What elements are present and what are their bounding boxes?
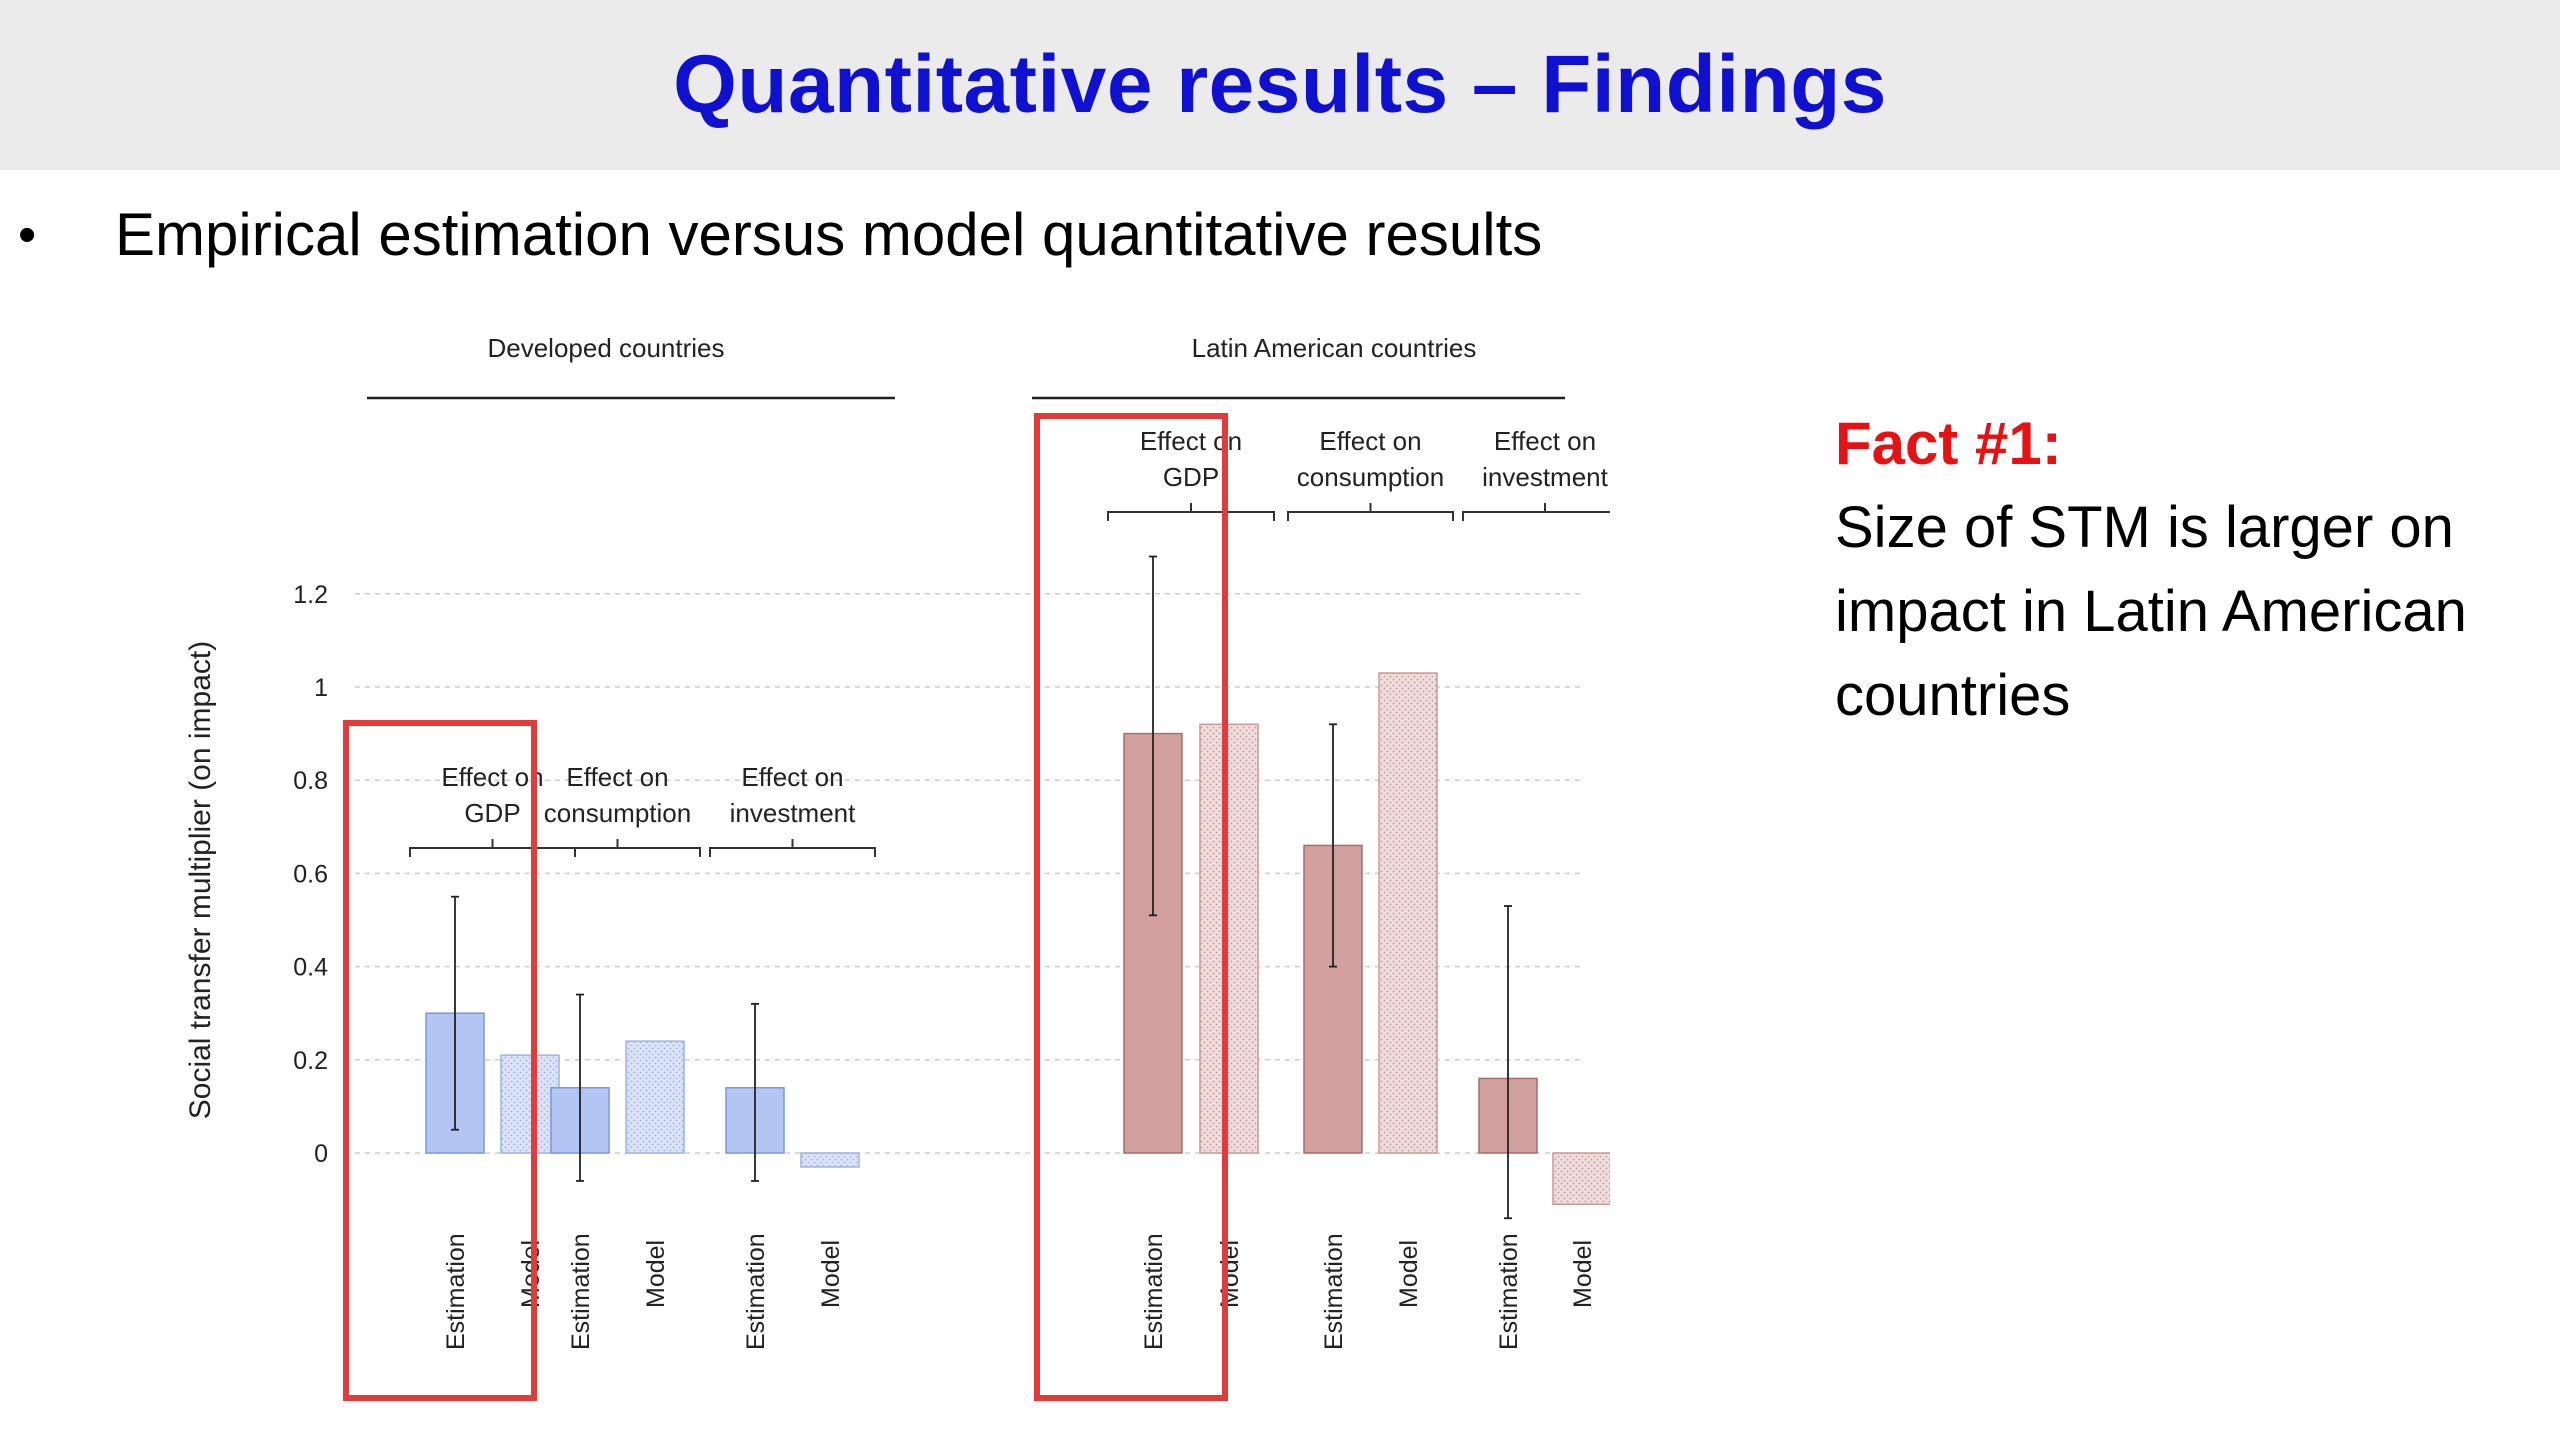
title-bar: Quantitative results – Findings <box>0 0 2560 170</box>
panel-bracket <box>534 839 701 857</box>
y-tick-label: 0.4 <box>293 954 328 982</box>
category-label-model: Model <box>642 1240 670 1308</box>
panel-label-line2: consumption <box>544 798 691 828</box>
panel-bracket <box>1107 503 1275 521</box>
category-label-estimation: Estimation <box>1495 1233 1523 1350</box>
y-tick-label: 0.8 <box>293 767 328 795</box>
panel-label-line1: Effect on <box>441 762 543 792</box>
multiplier-bar-chart: Social transfer multiplier (on impact) 0 0… <box>184 333 1610 1401</box>
y-tick-label: 1 <box>314 674 328 702</box>
y-axis: Social transfer multiplier (on impact) 0 0… <box>184 581 328 1168</box>
category-label-model: Model <box>1569 1240 1597 1308</box>
bullet-icon: • <box>18 205 37 264</box>
model-bar <box>1552 1152 1610 1206</box>
category-label-model: Model <box>1395 1240 1423 1308</box>
y-axis-label: Social transfer multiplier (on impact) <box>184 641 217 1120</box>
fact-callout: Fact #1: Size of STM is larger on impact… <box>1835 402 2535 738</box>
highlight-box <box>343 720 537 1401</box>
panel-label-line1: Effect on <box>1494 426 1596 456</box>
bullet-point: • Empirical estimation versus model quan… <box>18 200 1542 269</box>
category-label-estimation: Estimation <box>442 1233 470 1350</box>
panel-bracket <box>709 839 876 857</box>
model-bar <box>800 1152 860 1168</box>
category-label-estimation: Estimation <box>567 1233 595 1350</box>
panel-label-line1: Effect on <box>566 762 668 792</box>
panel-label-line2: investment <box>1482 462 1608 492</box>
category-label-estimation: Estimation <box>742 1233 770 1350</box>
model-bar <box>500 1054 560 1154</box>
panel-bracket <box>409 839 576 857</box>
panel-label-line2: GDP <box>1163 462 1219 492</box>
panel-label-line1: Effect on <box>741 762 843 792</box>
group-title: Developed countries <box>487 333 724 363</box>
highlight-boxes <box>343 413 1228 1401</box>
group-title: Latin American countries <box>1192 333 1477 363</box>
panel-bracket <box>1462 503 1610 521</box>
model-bar <box>1199 723 1259 1154</box>
bars <box>425 555 1610 1220</box>
panel-labels: Developed countries Effect on GDP Estimatio… <box>367 333 1610 1350</box>
panel-bracket <box>1287 503 1454 521</box>
y-tick-label: 0.6 <box>293 860 328 888</box>
panel-label-line1: Effect on <box>1319 426 1421 456</box>
category-label-estimation: Estimation <box>1140 1233 1168 1350</box>
panel-label-line2: consumption <box>1297 462 1444 492</box>
model-bar <box>625 1040 685 1154</box>
panel-label-line2: GDP <box>464 798 520 828</box>
category-label-estimation: Estimation <box>1320 1233 1348 1350</box>
category-label-model: Model <box>1216 1240 1244 1308</box>
fact-body: Size of STM is larger on impact in Latin… <box>1835 495 2467 728</box>
y-tick-label: 1.2 <box>293 581 328 609</box>
bullet-text: Empirical estimation versus model quanti… <box>115 201 1543 268</box>
highlight-box <box>1034 413 1228 1401</box>
category-label-model: Model <box>817 1240 845 1308</box>
model-bar <box>1378 672 1438 1154</box>
y-tick-label: 0 <box>314 1140 328 1168</box>
y-tick-label: 0.2 <box>293 1047 328 1075</box>
panel-label-line2: investment <box>730 798 856 828</box>
fact-heading: Fact #1: <box>1835 410 2062 477</box>
slide-title: Quantitative results – Findings <box>673 39 1887 130</box>
